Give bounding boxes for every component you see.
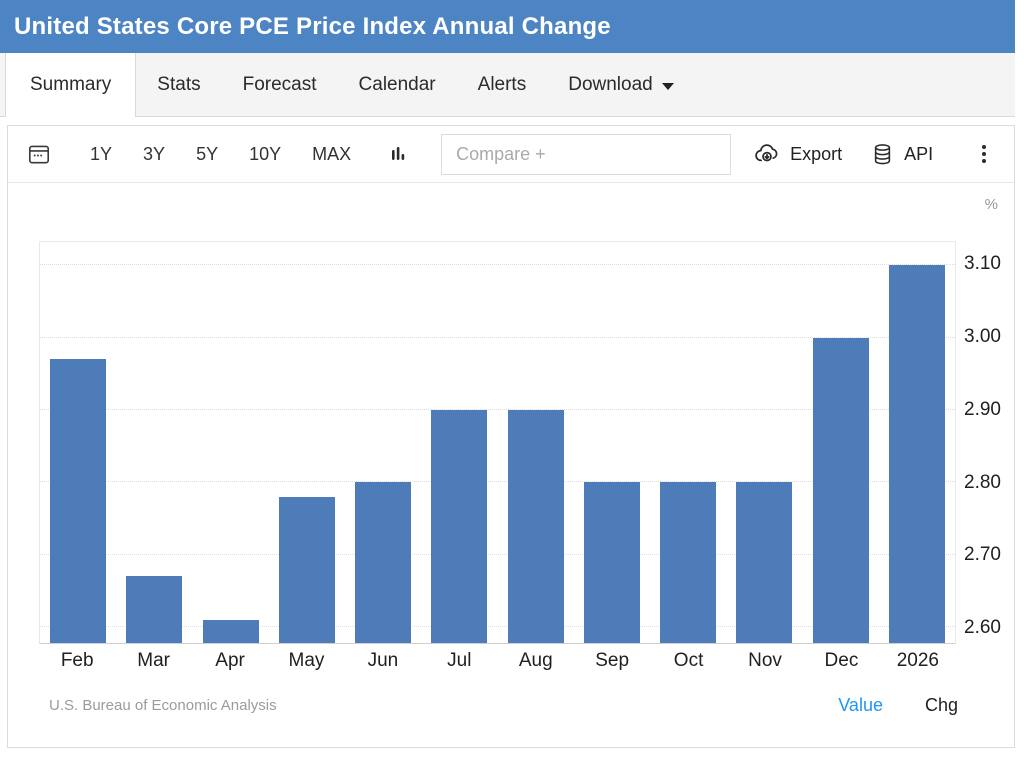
api-label: API	[904, 143, 934, 164]
x-tick-label: Oct	[673, 650, 704, 671]
range-max[interactable]: MAX	[312, 143, 352, 164]
x-tick-label: Aug	[518, 650, 553, 671]
bar-dec[interactable]	[812, 337, 869, 643]
tab-stats-label: Stats	[157, 73, 201, 95]
x-tick-label: Nov	[748, 650, 782, 671]
gridline	[40, 626, 955, 628]
chart-panel: 1Y 3Y 5Y 10Y MAX	[7, 125, 1015, 748]
x-tick-label: Apr	[215, 650, 245, 671]
gridline	[40, 481, 955, 483]
bar-feb[interactable]	[50, 359, 107, 643]
x-tick-label: Jul	[447, 650, 472, 671]
x-tick-label: Sep	[595, 650, 630, 671]
title-bar: United States Core PCE Price Index Annua…	[0, 0, 1015, 53]
y-tick-label: 2.70	[964, 544, 1001, 566]
compare-input[interactable]	[441, 133, 732, 175]
tab-summary-label: Summary	[30, 74, 112, 95]
bar-chart-icon[interactable]	[387, 143, 409, 165]
value-toggle[interactable]: Value	[838, 695, 883, 715]
x-tick-label: Feb	[60, 650, 94, 671]
tab-summary[interactable]: Summary	[5, 53, 137, 117]
y-axis-unit: %	[984, 196, 998, 213]
x-tick-label: Mar	[137, 650, 170, 671]
y-tick-label: 2.60	[964, 616, 1001, 638]
gridline	[40, 264, 955, 266]
bar-jun[interactable]	[355, 482, 412, 643]
x-tick-label: 2026	[896, 650, 939, 671]
tab-forecast[interactable]: Forecast	[222, 53, 338, 116]
page-title: United States Core PCE Price Index Annua…	[14, 12, 611, 40]
x-tick-label: May	[288, 650, 325, 671]
export-label: Export	[790, 143, 843, 164]
bar-apr[interactable]	[202, 619, 259, 643]
api-button[interactable]: API	[870, 142, 933, 167]
gridline	[40, 553, 955, 555]
tab-alerts-label: Alerts	[477, 73, 527, 95]
bar-nov[interactable]	[736, 482, 793, 643]
bar-aug[interactable]	[507, 409, 564, 643]
chg-toggle[interactable]: Chg	[924, 695, 958, 715]
range-5y[interactable]: 5Y	[196, 143, 219, 164]
export-button[interactable]: Export	[753, 140, 842, 168]
kebab-menu-icon[interactable]	[974, 142, 994, 166]
range-10y[interactable]: 10Y	[249, 143, 282, 164]
x-tick-label: Dec	[824, 650, 859, 671]
series-toggle-group: Value Chg	[838, 695, 958, 716]
y-tick-label: 3.10	[964, 253, 1001, 275]
tab-stats[interactable]: Stats	[136, 53, 221, 116]
x-axis-labels: Feb Mar Apr May Jun Jul Aug Sep Oct Nov Dec 2026	[39, 650, 956, 672]
tab-download[interactable]: Download	[547, 53, 695, 116]
bar-sep[interactable]	[583, 482, 640, 643]
source-attribution: U.S. Bureau of Economic Analysis	[49, 697, 277, 714]
bar-2026[interactable]	[888, 265, 945, 643]
cloud-download-icon	[753, 140, 781, 168]
tab-forecast-label: Forecast	[242, 73, 317, 95]
range-1y[interactable]: 1Y	[90, 143, 113, 164]
y-tick-label: 2.90	[964, 398, 1001, 420]
database-icon	[870, 142, 895, 167]
plot-area	[39, 241, 956, 644]
tab-calendar-label: Calendar	[358, 73, 436, 95]
y-axis-labels: 2.60 2.70 2.80 2.90 3.00 3.10	[956, 241, 1014, 644]
gridline	[40, 408, 955, 410]
tab-download-label: Download	[568, 73, 653, 95]
tab-alerts[interactable]: Alerts	[457, 53, 548, 116]
calendar-icon[interactable]	[26, 141, 52, 167]
tab-calendar[interactable]: Calendar	[338, 53, 457, 116]
bar-jul[interactable]	[431, 409, 488, 643]
chart-toolbar: 1Y 3Y 5Y 10Y MAX	[8, 126, 1014, 183]
bar-mar[interactable]	[126, 576, 183, 643]
bar-may[interactable]	[278, 496, 335, 643]
y-tick-label: 3.00	[964, 326, 1001, 348]
range-3y[interactable]: 3Y	[143, 143, 166, 164]
x-tick-label: Jun	[367, 650, 399, 671]
gridline	[40, 336, 955, 338]
chevron-down-icon	[661, 82, 674, 90]
tab-bar: Summary Stats Forecast Calendar Alerts D…	[0, 53, 1015, 117]
y-tick-label: 2.80	[964, 471, 1001, 493]
range-selector: 1Y 3Y 5Y 10Y MAX	[90, 144, 351, 165]
bar-oct[interactable]	[660, 482, 717, 643]
